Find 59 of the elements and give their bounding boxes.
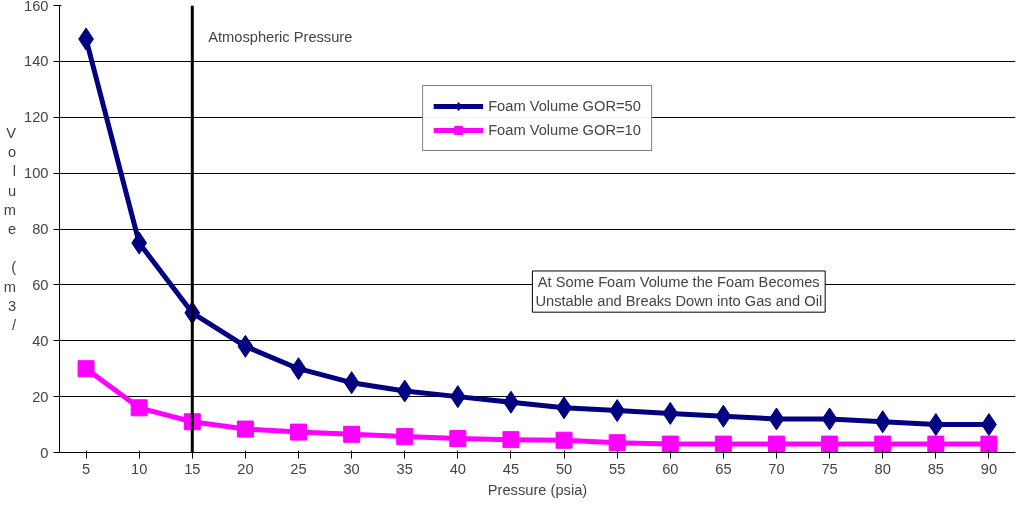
point — [662, 401, 679, 425]
y-tick-label: 120 — [24, 109, 49, 126]
x-tick-label: 15 — [184, 460, 201, 477]
point — [237, 334, 254, 358]
x-tick-label: 80 — [874, 460, 891, 477]
point — [555, 431, 573, 449]
point — [821, 435, 839, 453]
x-tick-label: 60 — [662, 460, 679, 477]
y-tick-label: 140 — [24, 53, 49, 70]
y-tick-label: 40 — [32, 332, 49, 349]
point — [236, 420, 254, 438]
x-tick-label: 50 — [555, 460, 573, 477]
x-tick-label: 35 — [396, 460, 413, 477]
legend-label: Foam Volume GOR=10 — [488, 122, 641, 138]
x-tick-label: 20 — [237, 460, 254, 477]
point — [343, 371, 360, 395]
point — [768, 435, 785, 453]
x-tick-label: 65 — [715, 460, 732, 477]
point — [396, 428, 414, 446]
y-tick-label: 100 — [24, 165, 49, 182]
legend-label: Foam Volume GOR=50 — [488, 98, 641, 114]
x-tick-label: 90 — [980, 460, 998, 477]
point — [290, 357, 307, 381]
point — [661, 435, 679, 453]
point — [768, 407, 785, 431]
y-tick-label: 80 — [32, 221, 49, 237]
x-axis-title: Pressure (psia) — [487, 481, 588, 498]
point — [130, 399, 148, 417]
annotation: At Some Foam Volume the Foam Becomes Unstable and Breaks Down into Gas and Oil — [535, 273, 823, 310]
point — [449, 430, 467, 448]
point — [980, 435, 998, 453]
x-tick-label: 25 — [290, 460, 307, 477]
x-tick-label: 45 — [502, 460, 520, 477]
ref-line-label: Atmospheric Pressure — [208, 28, 353, 45]
x-tick-label: 10 — [131, 460, 148, 477]
text: Volume (m3/ — [3, 125, 17, 333]
point — [290, 423, 307, 441]
x-tick-label: 40 — [449, 460, 466, 477]
x-tick-label: 55 — [609, 460, 626, 477]
x-tick-label: 70 — [768, 460, 785, 477]
x-tick-label: 30 — [343, 460, 360, 477]
point — [608, 434, 626, 452]
y-tick-label: 160 — [24, 0, 49, 14]
point — [502, 431, 520, 449]
point — [821, 407, 838, 431]
x-tick-label: 75 — [821, 460, 838, 477]
point — [343, 425, 361, 443]
point — [396, 379, 413, 403]
point — [874, 435, 892, 453]
x-tick-label: 5 — [81, 460, 91, 477]
point — [77, 360, 95, 378]
point — [715, 404, 732, 428]
point — [714, 435, 732, 453]
y-tick-label: 0 — [40, 444, 49, 461]
y-tick-label: 20 — [32, 388, 49, 405]
point — [874, 410, 891, 434]
y-tick-label: 60 — [32, 276, 49, 293]
point — [927, 435, 945, 453]
x-tick-label: 85 — [927, 460, 944, 477]
